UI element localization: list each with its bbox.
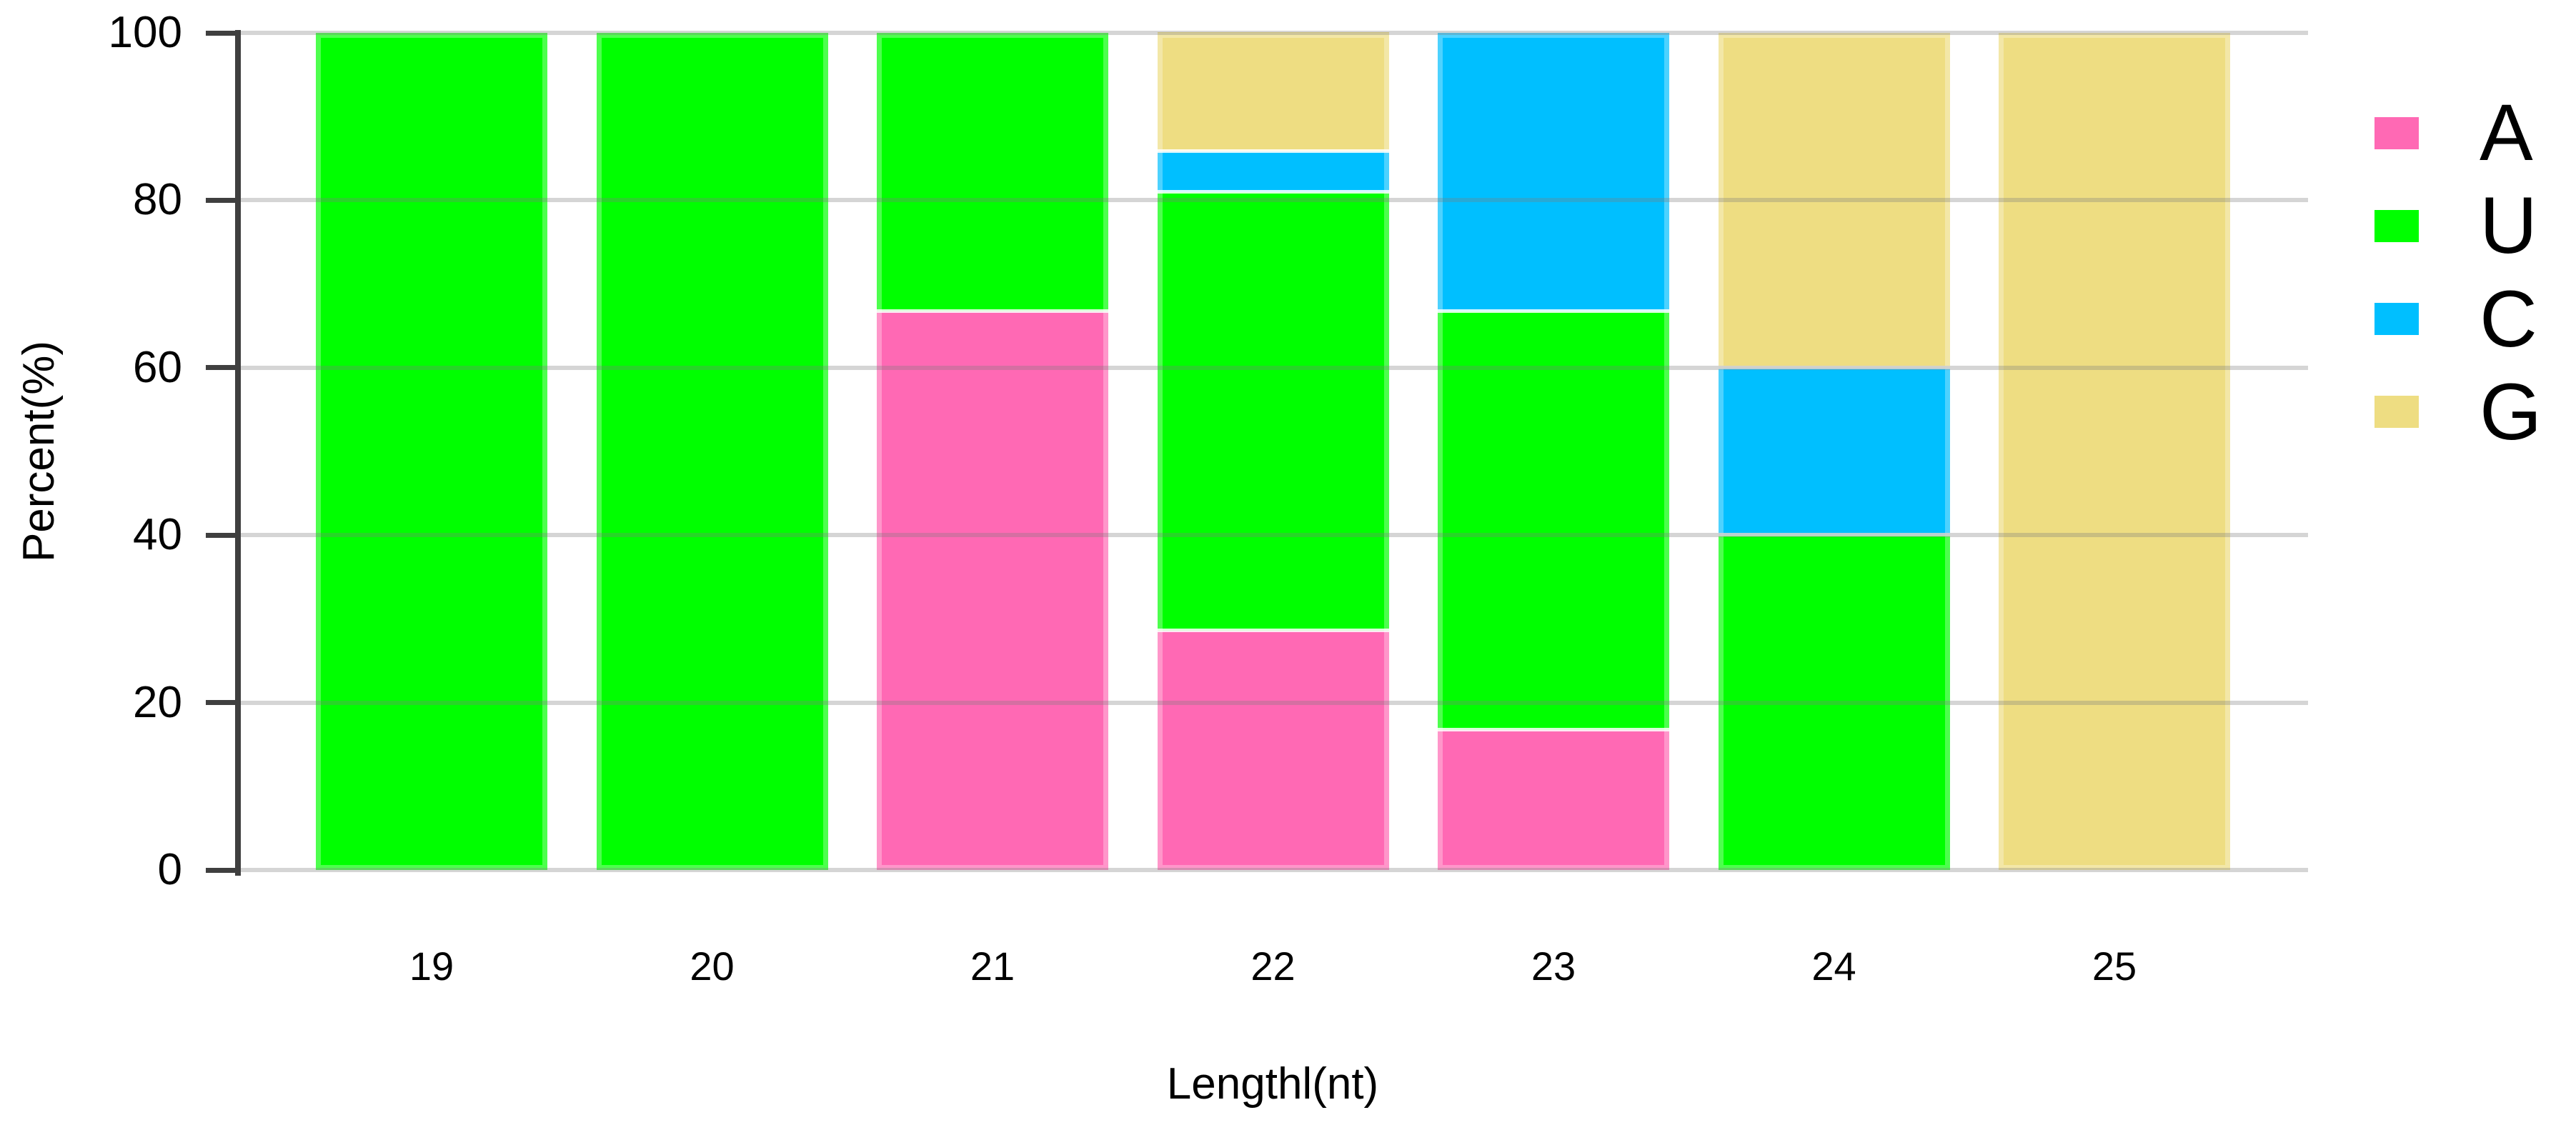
y-tick-label: 100 <box>108 8 182 57</box>
y-tick-mark <box>206 867 238 873</box>
x-tick-label: 24 <box>1811 944 1856 989</box>
y-tick-mark <box>206 532 238 538</box>
bar-23-segment-C <box>1438 33 1669 312</box>
gridline-80 <box>238 198 2308 203</box>
segment-separator <box>877 309 1108 314</box>
segment-separator <box>1157 149 1389 154</box>
x-tick-label: 20 <box>690 944 735 989</box>
bar-19 <box>316 33 547 870</box>
legend-label-C: C <box>2480 274 2537 364</box>
bar-21 <box>877 33 1108 870</box>
segment-separator <box>1157 189 1389 194</box>
gridline-0 <box>238 868 2308 872</box>
bar-24-segment-U <box>1718 535 1950 870</box>
bar-21-segment-U <box>877 33 1108 312</box>
bar-20 <box>596 33 828 870</box>
gridlines-layer <box>238 31 2308 872</box>
bar-22 <box>1157 31 1389 870</box>
bar-23 <box>1438 33 1669 870</box>
y-axis-line <box>235 30 241 876</box>
segment-separator <box>1718 365 1950 369</box>
gridline-100 <box>238 31 2308 35</box>
bar-20-segment-U <box>596 33 828 870</box>
bar-23-segment-U <box>1438 311 1669 731</box>
y-tick-label: 40 <box>133 510 182 560</box>
x-tick-label: 19 <box>409 944 454 989</box>
bar-24-segment-G <box>1718 33 1950 368</box>
legend-swatch-A <box>2374 116 2419 149</box>
legend-label-G: G <box>2480 366 2542 456</box>
bar-22-segment-U <box>1157 191 1389 631</box>
legend-swatch-G <box>2374 396 2419 429</box>
x-axis-title: Lengthl(nt) <box>1166 1059 1379 1109</box>
x-tick-label: 25 <box>2092 944 2137 989</box>
y-tick-mark <box>206 700 238 706</box>
legend-swatch-C <box>2374 303 2419 336</box>
segment-separator <box>1157 628 1389 632</box>
y-tick-label: 20 <box>133 677 182 727</box>
gridline-20 <box>238 700 2308 705</box>
y-tick-label: 80 <box>133 175 182 225</box>
bar-22-segment-G <box>1157 31 1389 152</box>
segment-separator <box>1438 728 1669 732</box>
segment-separator <box>1438 309 1669 314</box>
bar-24-segment-C <box>1718 367 1950 536</box>
y-tick-label: 0 <box>157 845 182 894</box>
legend-swatch-U <box>2374 209 2419 242</box>
bar-21-segment-A <box>877 311 1108 870</box>
bars-layer <box>238 31 2308 870</box>
x-tick-label: 23 <box>1531 944 1576 989</box>
segment-separator <box>1718 533 1950 537</box>
x-tick-label: 21 <box>970 944 1015 989</box>
y-tick-mark <box>206 197 238 203</box>
bar-25 <box>1999 33 2230 870</box>
bar-19-segment-U <box>316 33 547 870</box>
bar-24 <box>1718 33 1950 870</box>
x-tick-label: 22 <box>1250 944 1296 989</box>
y-tick-mark <box>206 30 238 36</box>
plot-area <box>238 31 2308 872</box>
legend-label-A: A <box>2480 88 2533 177</box>
bar-23-segment-A <box>1438 730 1669 870</box>
bar-25-segment-G <box>1999 33 2230 870</box>
legend-label-U: U <box>2480 181 2537 271</box>
y-axis-title: Percent(%) <box>14 340 64 563</box>
gridline-60 <box>238 365 2308 370</box>
gridline-40 <box>238 533 2308 538</box>
bar-22-segment-C <box>1157 151 1389 192</box>
y-tick-mark <box>206 365 238 371</box>
y-tick-label: 60 <box>133 342 182 392</box>
bar-22-segment-A <box>1157 630 1389 870</box>
